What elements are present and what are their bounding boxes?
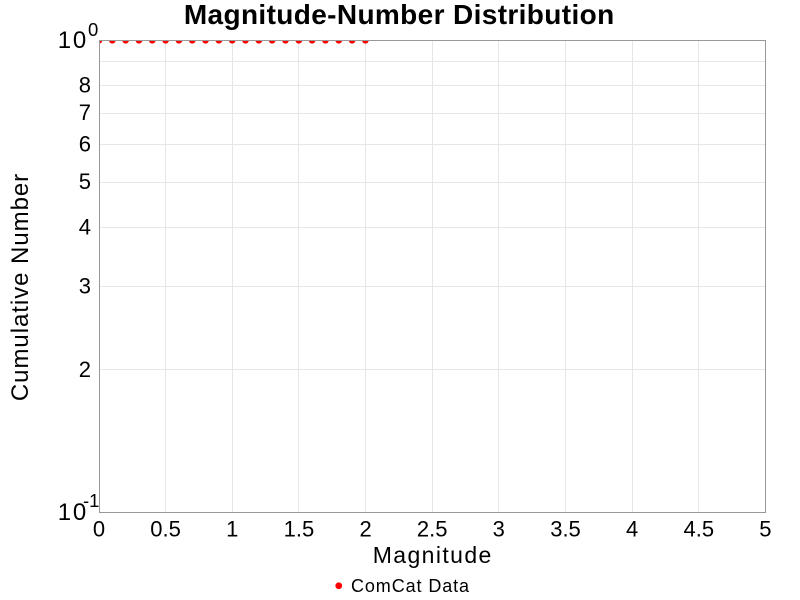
svg-text:5: 5 <box>759 517 771 542</box>
svg-text:Magnitude: Magnitude <box>373 542 493 568</box>
svg-text:4.5: 4.5 <box>684 517 715 542</box>
svg-text:Magnitude-Number Distribution: Magnitude-Number Distribution <box>184 0 615 30</box>
svg-text:2.5: 2.5 <box>417 517 448 542</box>
svg-text:Cumulative Number: Cumulative Number <box>7 173 34 401</box>
svg-text:ComCat Data: ComCat Data <box>351 576 470 596</box>
svg-text:-1: -1 <box>83 490 99 511</box>
svg-text:2: 2 <box>359 517 371 542</box>
svg-text:1.5: 1.5 <box>284 517 315 542</box>
svg-text:6: 6 <box>79 132 91 157</box>
svg-text:3: 3 <box>79 274 91 299</box>
svg-text:3: 3 <box>493 517 505 542</box>
svg-text:4: 4 <box>626 517 638 542</box>
svg-text:3.5: 3.5 <box>550 517 581 542</box>
svg-text:10: 10 <box>58 27 88 54</box>
svg-text:0: 0 <box>88 19 98 40</box>
svg-text:4: 4 <box>79 215 91 240</box>
svg-text:1: 1 <box>226 517 238 542</box>
svg-text:8: 8 <box>79 73 91 98</box>
svg-text:5: 5 <box>79 169 91 194</box>
svg-text:0: 0 <box>93 517 105 542</box>
svg-text:0.5: 0.5 <box>150 517 181 542</box>
svg-text:2: 2 <box>79 357 91 382</box>
svg-text:10: 10 <box>58 499 88 526</box>
svg-text:7: 7 <box>79 100 91 125</box>
